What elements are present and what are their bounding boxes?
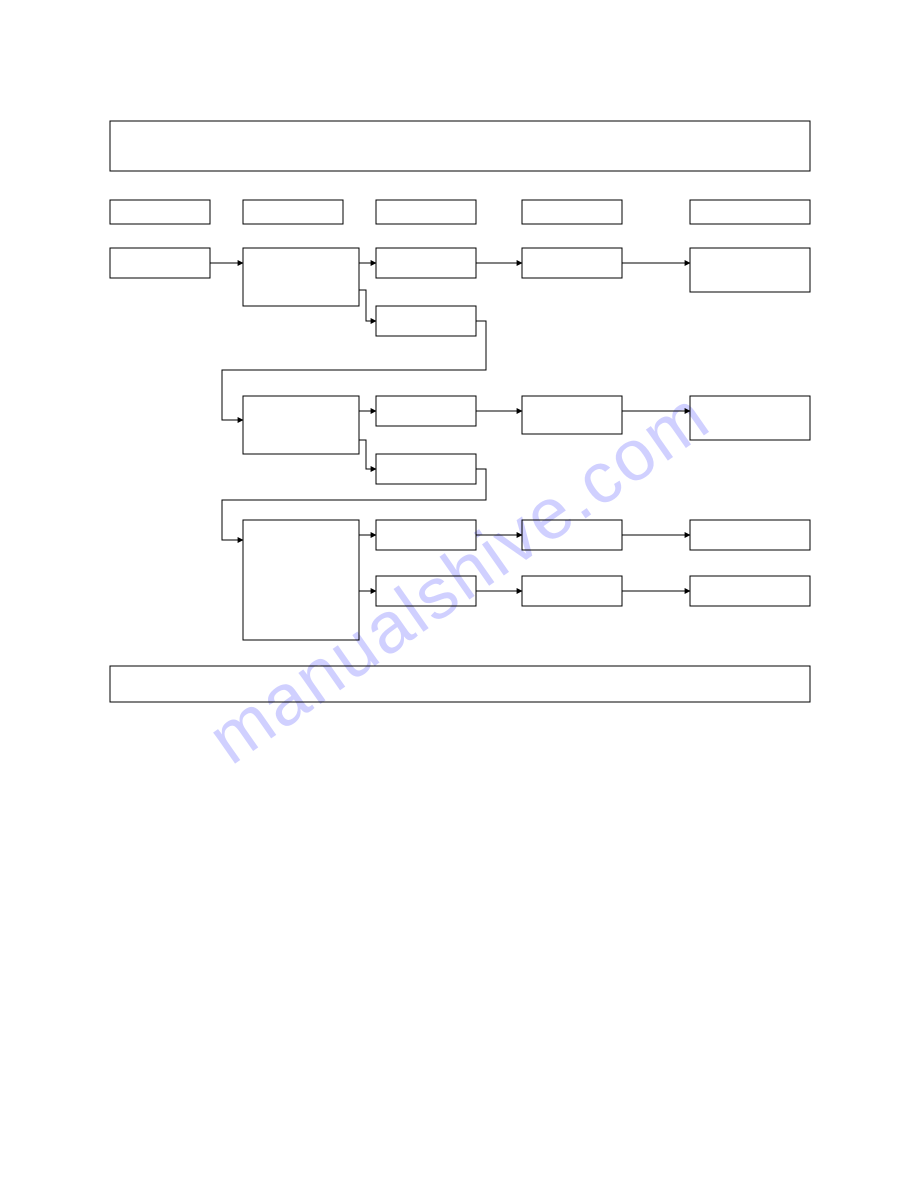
node-r2c2: [243, 396, 359, 454]
node-h4: [522, 200, 622, 224]
node-r1c2: [243, 248, 359, 306]
node-r3c4b: [522, 576, 622, 606]
node-r1c3b: [376, 306, 476, 336]
node-r1c4: [522, 248, 622, 278]
node-h3: [376, 200, 476, 224]
flowchart-diagram: [0, 0, 918, 1188]
edge-r2c3b-r3c2: [222, 469, 486, 540]
node-r3c4a: [522, 520, 622, 550]
edge-r2c2-r2c3b: [359, 440, 376, 469]
node-r3c5a: [690, 520, 810, 550]
node-header: [110, 121, 810, 171]
edges: [210, 263, 690, 591]
node-r1c5: [690, 248, 810, 292]
node-r2c4: [522, 396, 622, 434]
node-r2c3a: [376, 396, 476, 426]
node-r3c5b: [690, 576, 810, 606]
node-r3c2: [243, 520, 359, 640]
node-r1c3a: [376, 248, 476, 278]
node-r2c3b: [376, 454, 476, 484]
node-r3c3a: [376, 520, 476, 550]
node-r3c3b: [376, 576, 476, 606]
node-h5: [690, 200, 810, 224]
node-r1c1: [110, 248, 210, 278]
node-h2: [243, 200, 343, 224]
edge-r1c2-r1c3b: [359, 290, 376, 321]
node-footer: [110, 666, 810, 702]
nodes: [110, 121, 810, 702]
node-r2c5: [690, 396, 810, 440]
node-h1: [110, 200, 210, 224]
